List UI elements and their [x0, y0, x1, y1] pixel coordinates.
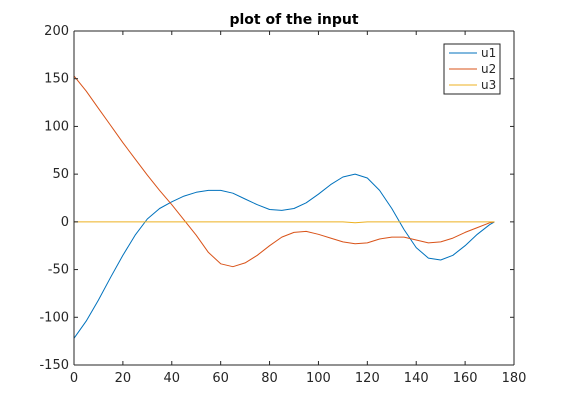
x-tick-label: 80	[261, 371, 278, 386]
x-ticks: 0 20 40 60 80 100 120 140 160 180	[70, 31, 527, 386]
series-line-u2	[73, 75, 495, 268]
legend-label-u1: u1	[481, 46, 496, 60]
y-tick-label: 100	[44, 119, 69, 134]
y-tick-label: 0	[61, 215, 69, 230]
y-tick-label: -50	[48, 263, 69, 278]
y-tick-label: -150	[39, 358, 69, 373]
y-tick-label: 150	[44, 72, 69, 87]
legend-label-u3: u3	[481, 78, 496, 92]
chart-title: plot of the input	[229, 12, 358, 28]
legend-label-u2: u2	[481, 62, 496, 76]
x-tick-label: 0	[70, 371, 78, 386]
x-tick-label: 160	[453, 371, 478, 386]
axes-layer	[73, 30, 515, 366]
x-tick-label: 60	[212, 371, 229, 386]
legend-items: u1 u2 u3	[449, 46, 496, 92]
y-ticks: -150 -100 -50 0 50 100 150 200	[39, 24, 514, 373]
x-tick-label: 100	[306, 371, 331, 386]
series-line-u3	[74, 221, 495, 224]
x-tick-label: 180	[502, 371, 527, 386]
legend: u1 u2 u3	[443, 43, 501, 95]
x-tick-label: 20	[115, 371, 132, 386]
series-layer	[73, 75, 495, 339]
x-tick-label: 40	[164, 371, 181, 386]
x-tick-label: 140	[404, 371, 429, 386]
y-tick-label: 200	[44, 24, 69, 39]
plot-area	[74, 31, 514, 365]
y-tick-label: 50	[52, 167, 69, 182]
x-tick-label: 120	[355, 371, 380, 386]
y-tick-label: -100	[39, 310, 69, 325]
